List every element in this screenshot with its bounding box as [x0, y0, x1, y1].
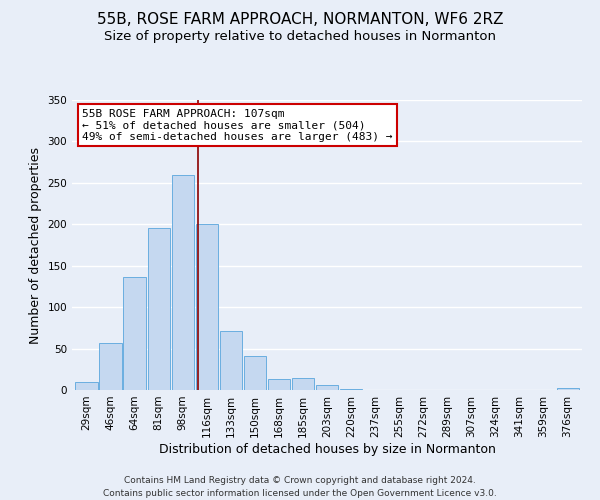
X-axis label: Distribution of detached houses by size in Normanton: Distribution of detached houses by size …	[158, 442, 496, 456]
Text: 55B ROSE FARM APPROACH: 107sqm
← 51% of detached houses are smaller (504)
49% of: 55B ROSE FARM APPROACH: 107sqm ← 51% of …	[82, 108, 392, 142]
Y-axis label: Number of detached properties: Number of detached properties	[29, 146, 42, 344]
Bar	[244, 356, 266, 390]
Bar	[340, 389, 362, 390]
Bar	[268, 379, 290, 390]
Bar	[557, 388, 578, 390]
Bar	[100, 343, 122, 390]
Text: Size of property relative to detached houses in Normanton: Size of property relative to detached ho…	[104, 30, 496, 43]
Bar	[124, 278, 146, 390]
Bar	[172, 174, 194, 390]
Text: Contains HM Land Registry data © Crown copyright and database right 2024.
Contai: Contains HM Land Registry data © Crown c…	[103, 476, 497, 498]
Text: 55B, ROSE FARM APPROACH, NORMANTON, WF6 2RZ: 55B, ROSE FARM APPROACH, NORMANTON, WF6 …	[97, 12, 503, 28]
Bar	[148, 228, 170, 390]
Bar	[220, 331, 242, 390]
Bar	[316, 385, 338, 390]
Bar	[76, 382, 98, 390]
Bar	[196, 224, 218, 390]
Bar	[292, 378, 314, 390]
